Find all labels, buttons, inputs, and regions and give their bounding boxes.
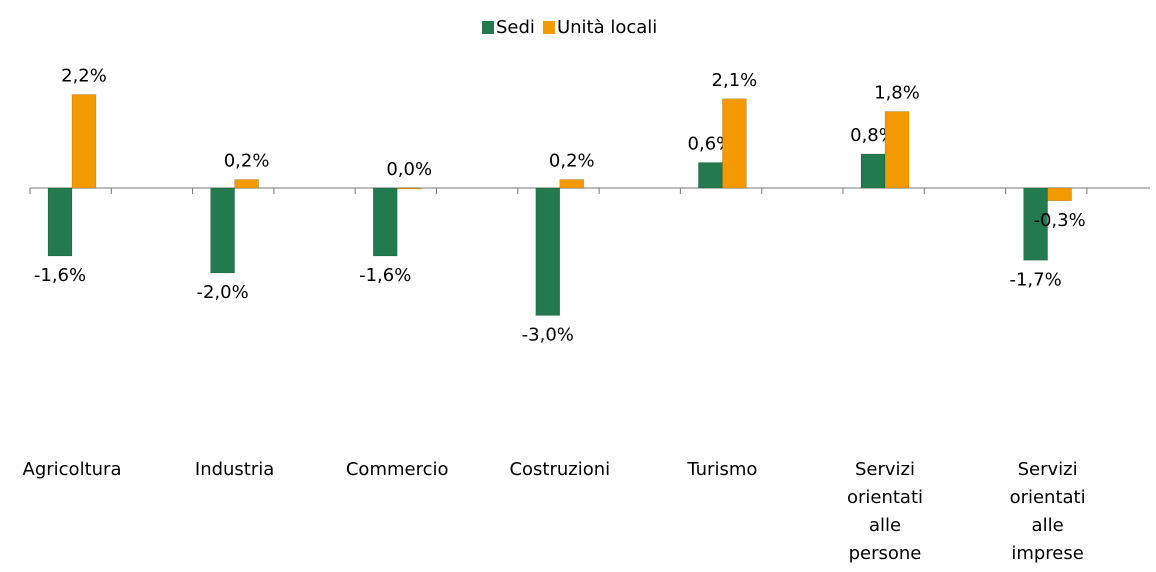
data-label: 0,8%	[850, 125, 896, 146]
bar	[860, 153, 886, 189]
bar	[535, 187, 561, 316]
legend-label: Sedi	[496, 17, 535, 38]
bar	[1023, 187, 1048, 261]
data-label: 1,8%	[874, 83, 920, 104]
legend-label: Unità locali	[557, 17, 657, 38]
legend-swatch	[542, 21, 555, 34]
x-tick-label: Commercio	[345, 459, 449, 480]
data-label: -3,0%	[522, 325, 574, 346]
data-label: 2,2%	[61, 66, 107, 87]
data-label: -2,0%	[196, 282, 248, 303]
bar	[47, 187, 73, 257]
data-label: 2,1%	[712, 70, 758, 91]
bar	[210, 187, 235, 274]
bar	[372, 187, 398, 257]
x-tick-label: Agricoltura	[22, 459, 122, 480]
legend-swatch	[482, 21, 494, 34]
bar	[71, 94, 97, 189]
x-tick-label: Servizi orientati alle persone	[846, 459, 924, 564]
data-label: 0,2%	[549, 151, 595, 172]
legend: Sedi Unità locali	[482, 17, 657, 38]
bar	[698, 162, 723, 189]
data-label: 0,2%	[224, 151, 270, 172]
x-tick-label: Industria	[194, 459, 275, 480]
data-label: -1,7%	[1009, 269, 1061, 290]
bar	[396, 187, 422, 190]
data-label: -1,6%	[359, 265, 411, 286]
x-tick-label: Turismo	[687, 459, 758, 480]
bar	[1047, 187, 1072, 201]
bar	[884, 111, 910, 189]
data-label: -1,6%	[34, 265, 86, 286]
data-label: 0,0%	[386, 159, 432, 180]
bar	[722, 98, 747, 189]
x-tick-label: Costruzioni	[509, 459, 611, 480]
data-label: 0,6%	[688, 134, 734, 155]
bar	[559, 179, 585, 189]
bar	[234, 179, 259, 189]
x-tick-label: Servizi orientati alle imprese	[1009, 459, 1086, 564]
data-label: -0,3%	[1033, 210, 1085, 231]
